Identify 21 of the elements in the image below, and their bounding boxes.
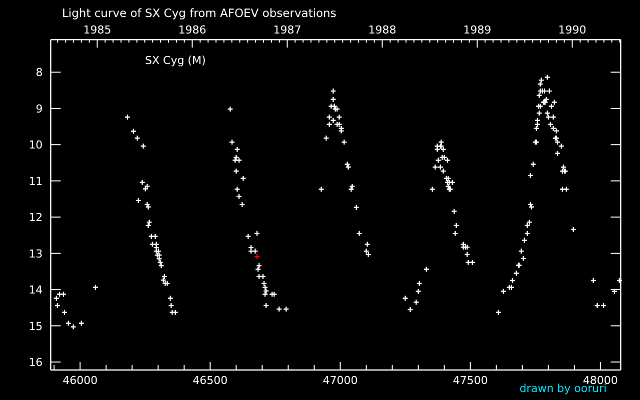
annotation: SX Cyg (M) — [145, 54, 206, 67]
y-tick-label: 14 — [28, 284, 43, 297]
x2-tick-label: 1985 — [83, 24, 112, 37]
x-tick-label: 46000 — [62, 374, 98, 387]
x2-tick-label: 1989 — [463, 24, 492, 37]
x2-tick-label: 1988 — [368, 24, 396, 37]
y-tick-label: 10 — [28, 138, 43, 152]
y-tick-label: 11 — [28, 174, 43, 188]
x-tick-label: 47500 — [452, 374, 488, 387]
x-tick-label: 46500 — [192, 374, 228, 387]
y-tick-label: 12 — [28, 211, 43, 224]
y-tick-label: 9 — [36, 102, 43, 116]
y-tick-label: 13 — [28, 247, 43, 260]
y-tick-label: 16 — [28, 356, 43, 370]
y-tick-label: 8 — [36, 66, 43, 80]
y-tick-label: 15 — [28, 320, 43, 333]
x2-tick-label: 1986 — [178, 24, 206, 37]
x2-tick-label: 1987 — [273, 24, 302, 37]
x-tick-label: 47000 — [322, 374, 358, 387]
chart-title: Light curve of SX Cyg from AFOEV observations — [62, 6, 336, 20]
x2-tick-label: 1990 — [558, 24, 586, 37]
